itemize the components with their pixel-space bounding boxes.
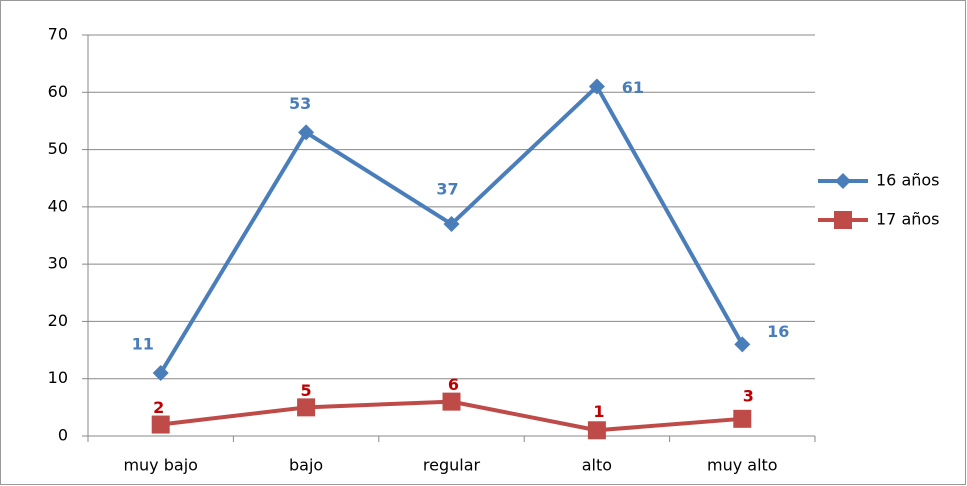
data-label: 16 — [767, 322, 789, 341]
point — [152, 364, 169, 381]
data-label: 61 — [622, 78, 644, 97]
legend-label: 17 años — [876, 210, 940, 229]
x-tick-label: muy bajo — [123, 456, 197, 475]
y-tick-label: 60 — [48, 82, 68, 101]
x-tick-label: regular — [423, 456, 481, 475]
point — [734, 336, 751, 353]
legend-label: 16 años — [876, 171, 940, 190]
x-tick-label: alto — [582, 456, 612, 475]
data-label: 6 — [448, 375, 459, 394]
legend-marker — [834, 211, 852, 229]
y-tick-label: 40 — [48, 196, 68, 215]
y-tick-label: 70 — [48, 25, 68, 44]
point — [588, 78, 605, 95]
point — [587, 421, 606, 440]
point — [151, 415, 170, 434]
data-label: 1 — [593, 402, 604, 421]
data-label: 37 — [436, 180, 458, 199]
point — [297, 398, 316, 417]
y-tick-label: 0 — [58, 426, 68, 445]
point — [733, 409, 752, 428]
point — [442, 392, 461, 411]
y-tick-label: 10 — [48, 368, 68, 387]
data-label: 11 — [132, 334, 154, 353]
point — [298, 124, 315, 141]
x-tick-label: bajo — [289, 456, 323, 475]
data-label: 53 — [289, 94, 311, 113]
data-label: 2 — [153, 398, 164, 417]
y-tick-label: 30 — [48, 254, 68, 273]
x-tick-label: muy alto — [707, 456, 778, 475]
legend-marker — [835, 173, 851, 189]
data-label: 5 — [301, 381, 312, 400]
y-tick-label: 20 — [48, 311, 68, 330]
point — [443, 216, 460, 233]
y-tick-label: 50 — [48, 139, 68, 158]
data-label: 3 — [743, 386, 754, 405]
